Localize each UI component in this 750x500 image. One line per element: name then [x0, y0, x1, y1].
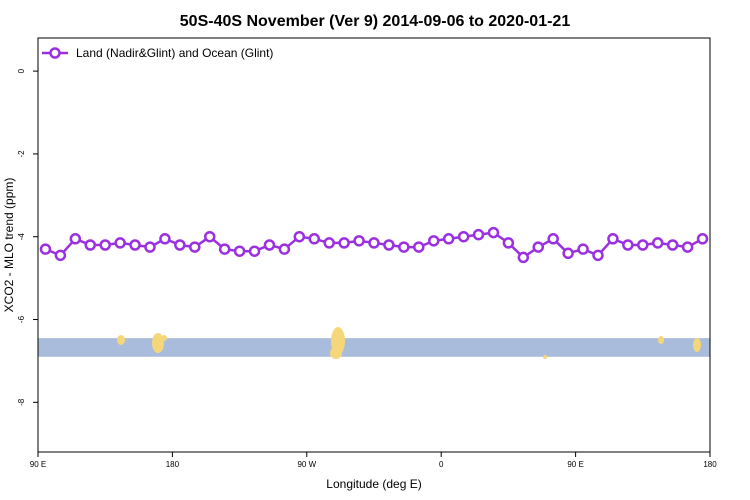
- x-tick-label: 0: [439, 460, 444, 469]
- data-point: [562, 247, 574, 260]
- data-point: [189, 241, 201, 253]
- data-point: [487, 226, 500, 239]
- data-point: [383, 239, 395, 251]
- data-point: [547, 233, 559, 245]
- data-point: [681, 241, 694, 253]
- data-point: [607, 233, 619, 245]
- data-point: [651, 237, 664, 249]
- data-point: [218, 243, 231, 255]
- data-point: [308, 233, 321, 245]
- ticks: 90 E 180 90 W 0 90 E 180 0 -2 -4 -6 -8: [17, 68, 717, 469]
- land-patch: [161, 335, 167, 341]
- y-tick-label: 0: [17, 68, 26, 73]
- data-point: [666, 239, 679, 251]
- data-point: [293, 230, 306, 243]
- x-tick-label: 90 W: [297, 460, 316, 469]
- legend-marker: [49, 47, 61, 59]
- data-point: [114, 237, 126, 249]
- y-tick-label: -2: [17, 150, 26, 158]
- ocean-band: [38, 338, 710, 357]
- data-point: [129, 239, 141, 251]
- data-point: [517, 251, 530, 264]
- data-point: [39, 243, 52, 255]
- data-point: [427, 235, 440, 247]
- y-tick-label: -4: [17, 233, 26, 241]
- data-point: [54, 249, 67, 262]
- y-axis-label: XCO2 - MLO trend (ppm): [2, 178, 16, 313]
- data-point: [84, 239, 97, 251]
- data-point: [233, 245, 246, 257]
- land-patch: [330, 347, 342, 359]
- land-patch: [543, 355, 547, 359]
- x-tick-label: 90 E: [567, 460, 583, 469]
- data-point: [442, 233, 455, 245]
- data-point: [472, 228, 485, 241]
- x-tick-label: 180: [166, 460, 180, 469]
- x-tick-label: 90 E: [30, 460, 46, 469]
- data-point: [502, 237, 515, 249]
- data-point: [278, 243, 291, 255]
- data-point: [368, 237, 380, 249]
- data-point: [99, 239, 111, 251]
- data-point: [69, 233, 82, 245]
- data-point: [159, 233, 171, 245]
- data-point: [338, 237, 350, 249]
- y-tick-label: -8: [17, 398, 26, 406]
- data-point: [203, 230, 216, 243]
- data-point: [592, 249, 604, 262]
- data-point: [457, 230, 470, 243]
- data-point: [696, 233, 709, 245]
- data-point: [248, 245, 261, 257]
- chart-title: 50S-40S November (Ver 9) 2014-09-06 to 2…: [180, 13, 571, 30]
- data-point: [622, 239, 634, 251]
- legend-label: Land (Nadir&Glint) and Ocean (Glint): [76, 46, 273, 60]
- series-layer: [39, 226, 709, 264]
- legend: Land (Nadir&Glint) and Ocean (Glint): [42, 46, 273, 60]
- x-tick-label: 180: [703, 460, 717, 469]
- axes: [37, 37, 711, 453]
- land-patch: [693, 338, 701, 352]
- data-point: [174, 239, 186, 251]
- plot-frame: [37, 37, 711, 453]
- data-point: [637, 239, 649, 251]
- land-patch: [658, 336, 664, 344]
- data-point: [413, 241, 425, 253]
- data-point: [144, 241, 156, 253]
- data-point: [263, 239, 276, 251]
- y-tick-label: -6: [17, 315, 26, 323]
- data-point: [577, 243, 589, 255]
- land-patch: [117, 335, 125, 345]
- data-point: [398, 241, 410, 253]
- x-axis-label: Longitude (deg E): [326, 477, 421, 491]
- data-point: [353, 235, 365, 247]
- data-point: [323, 237, 335, 249]
- data-point: [532, 241, 545, 253]
- ocean-land-band: [38, 327, 710, 359]
